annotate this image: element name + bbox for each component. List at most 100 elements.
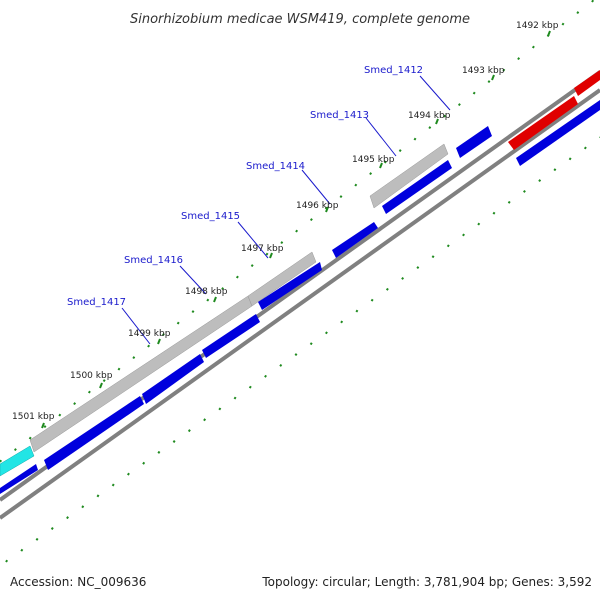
guide-dot [325,331,328,335]
guide-dot [398,149,402,153]
guide-dot [340,320,344,324]
guide-dot [96,494,100,498]
guide-dot [66,516,69,520]
gene-label-smed-1414: Smed_1414 [246,161,305,172]
guide-dot [472,91,476,95]
guide-dot [383,160,387,164]
guide-dot [507,200,511,204]
major-tick [213,296,217,303]
gene-blue-3[interactable] [142,354,204,404]
guide-dot [81,505,85,509]
guide-dot [568,157,572,161]
guide-dot [295,229,299,233]
guide-dot [172,440,176,443]
guide-dot [355,309,359,313]
gene-smed-1417-box[interactable] [29,295,253,453]
gene-features [0,70,600,494]
gene-blue-4[interactable] [202,314,260,358]
gene-blue-5[interactable] [258,262,322,310]
guide-dot [87,390,91,394]
tick-label-1500: 1500 kbp [70,371,113,381]
gene-label-smed-1415: Smed_1415 [181,211,240,222]
tick-label-1493: 1493 kbp [462,66,505,76]
guide-dot [13,448,17,452]
guide-dot [369,172,373,176]
gene-blue-2[interactable] [44,396,144,470]
guide-dot [117,367,121,371]
guide-dot [191,310,195,314]
guide-dot [176,321,180,325]
guide-dot [591,0,595,3]
major-tick [99,382,103,389]
guide-dot [132,356,136,360]
guide-dot [487,80,491,84]
guide-dot [309,218,313,222]
guide-dot [339,195,343,199]
guide-dot [203,418,207,422]
guide-dot [457,103,461,107]
guide-dot [142,461,146,465]
guide-dot [147,344,151,348]
major-tick [157,338,161,345]
guide-dot [279,363,283,367]
guide-dot [385,287,389,291]
guide-dot [443,114,447,118]
backbone-inner [0,88,600,520]
guide-dot [428,126,432,130]
gene-label-smed-1417: Smed_1417 [67,297,126,308]
guide-dot [218,407,222,411]
guide-dot [294,353,298,356]
major-tick [379,162,383,169]
guide-dot [73,402,77,406]
guide-dot [413,137,417,141]
guide-dot [0,459,3,463]
guide-dot [233,396,237,400]
tick-label-1496: 1496 kbp [296,201,339,211]
kbp-ticks [41,30,551,429]
guide-dot [583,146,587,150]
inner-dotted-guide [5,136,600,563]
guide-dot [248,385,252,389]
guide-dot [446,244,450,248]
guide-dot [20,548,24,552]
gene-blue-6[interactable] [332,222,378,258]
major-tick [269,252,273,259]
genome-title: Sinorhizobium medicae WSM419, complete g… [130,12,470,27]
guide-dot [264,374,267,378]
guide-dot [28,436,32,440]
guide-dot [221,287,225,291]
gene-label-smed-1416: Smed_1416 [124,255,183,266]
guide-dot [35,537,39,541]
guide-dot [157,450,161,454]
gene-blue-1[interactable] [0,464,38,494]
gene-cyan[interactable] [0,445,35,477]
guide-dot [401,276,405,280]
gene-blue-8[interactable] [456,126,492,158]
guide-dot [531,45,535,49]
gene-smed-1416-box[interactable] [247,251,317,307]
guide-dot [477,222,481,226]
guide-dot [416,266,420,270]
tick-label-1492: 1492 kbp [516,21,559,31]
gene-blue-7[interactable] [382,160,452,214]
guide-dot [5,559,9,563]
tick-label-1498: 1498 kbp [185,287,228,297]
gene-labels: Smed_1412 Smed_1413 Smed_1414 Smed_1415 … [67,65,423,308]
guide-dot [127,472,130,476]
guide-dot [502,68,506,72]
gene-red-1[interactable] [508,96,578,150]
gene-label-smed-1412: Smed_1412 [364,65,423,76]
guide-dot [561,22,565,26]
genome-summary-text: Topology: circular; Length: 3,781,904 bp… [261,575,592,589]
tick-labels: 1492 kbp 1493 kbp 1494 kbp 1495 kbp 1496… [12,21,559,422]
gene-label-leaders [121,75,451,345]
guide-dot [43,425,47,429]
gene-smed-1414-box[interactable] [369,143,449,209]
gene-red-2[interactable] [574,70,600,96]
gene-blue-9[interactable] [516,100,600,166]
accession-text: Accession: NC_009636 [10,575,146,589]
major-tick [547,30,551,37]
guide-dot [538,179,542,183]
guide-dot [492,211,496,215]
